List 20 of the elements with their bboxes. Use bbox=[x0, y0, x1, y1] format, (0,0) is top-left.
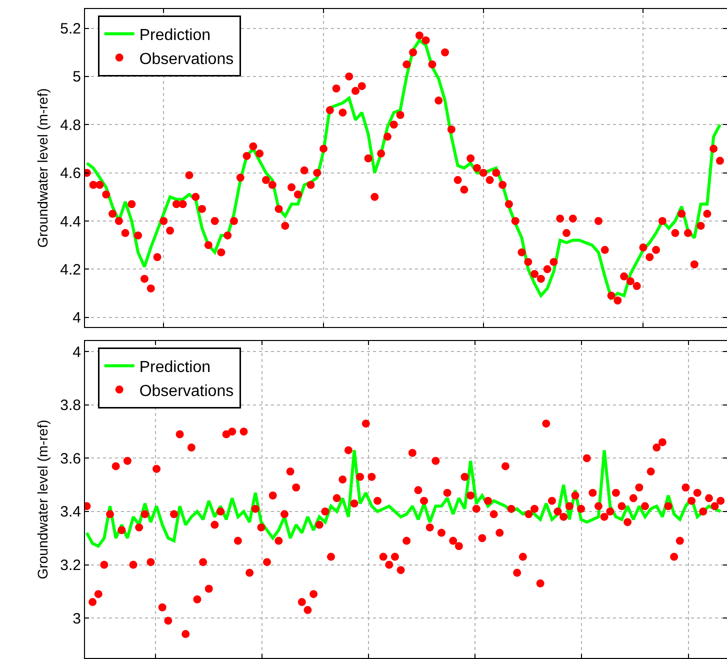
y-tick-label: 4.8 bbox=[60, 116, 81, 134]
y-tick-label: 4.4 bbox=[60, 213, 81, 230]
line-series bbox=[85, 448, 722, 548]
legend-label: Prediction bbox=[139, 358, 210, 376]
y-tick-label: 3.4 bbox=[60, 504, 81, 521]
y-tick-label: 3.6 bbox=[60, 450, 81, 468]
y-tick-label: 4.6 bbox=[60, 165, 81, 182]
legend-label: Prediction bbox=[139, 27, 210, 44]
y-axis-title: Groundwater level (m-ref) bbox=[34, 88, 51, 248]
y-axis-title: Groundwater level (m-ref) bbox=[34, 420, 51, 580]
legend-label: Observations bbox=[139, 382, 234, 400]
y-tick-label: 3.2 bbox=[60, 557, 81, 574]
y-tick-label: 4.2 bbox=[60, 261, 81, 278]
legend-label: Observations bbox=[139, 50, 234, 68]
y-tick-label: 4 bbox=[72, 344, 81, 361]
y-tick-label: 5.2 bbox=[60, 20, 81, 38]
y-tick-label: 4 bbox=[72, 310, 81, 327]
y-tick-label: 5 bbox=[72, 68, 81, 86]
y-tick-label: 3.8 bbox=[60, 397, 81, 414]
y-tick-label: 3 bbox=[72, 610, 81, 628]
